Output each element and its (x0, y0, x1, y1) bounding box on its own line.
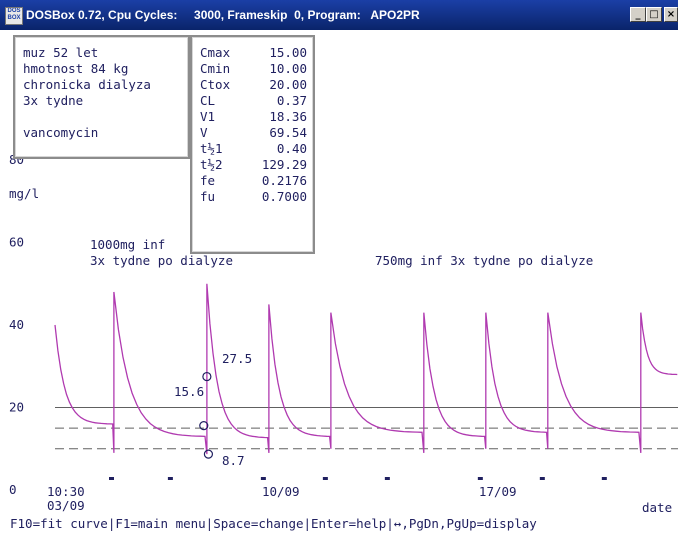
minimize-button[interactable]: _ (630, 7, 646, 22)
param-name: V1 (200, 109, 216, 124)
param-value: 129.29 (261, 157, 307, 172)
window-title: DOSBox 0.72, Cpu Cycles: 3000, Frameskip… (26, 8, 420, 22)
status-bar: F10=fit curve|F1=main menu|Space=change|… (10, 516, 537, 531)
param-name: Cmax (200, 45, 231, 60)
param-row: fe 0.2176 (200, 173, 307, 189)
dose-tick-2 (260, 477, 266, 480)
param-row: t½2 129.29 (200, 157, 307, 173)
marked-point-1 (199, 421, 209, 431)
param-value: 0.7000 (261, 189, 307, 204)
param-name: Cmin (200, 61, 231, 76)
param-value: 0.37 (276, 93, 307, 108)
patient-line: hmotnost 84 kg (23, 61, 129, 76)
y-tick-label-0: 0 (9, 482, 17, 497)
param-value: 20.00 (269, 77, 307, 92)
param-row: fu 0.7000 (200, 189, 307, 205)
y-axis-label: mg/l (9, 186, 39, 201)
dose-annotation-1b: 3x tydne po dialyze (90, 253, 233, 268)
param-value: 0.40 (276, 141, 307, 156)
marker-label-trough: 8.7 (222, 453, 245, 468)
marked-point-2 (203, 449, 214, 459)
patient-line: 3x tydne (23, 93, 84, 108)
y-tick-label-60: 60 (9, 235, 24, 250)
dos-screen[interactable]: 0 20 40 60 80 mg/l 10:30 03/09 10/09 17/09 date 10… (0, 30, 678, 533)
param-value: 0.2176 (261, 173, 307, 188)
y-tick-label-20: 20 (9, 400, 24, 415)
dose-tick-6 (539, 477, 545, 480)
param-row: V1 18.36 (200, 109, 307, 125)
marked-point-0 (202, 371, 212, 382)
dose-tick-5 (477, 477, 483, 480)
param-value: 18.36 (269, 109, 307, 124)
dose-annotation-1: 1000mg inf (90, 237, 166, 252)
title-bar[interactable]: DOS BOX DOSBox 0.72, Cpu Cycles: 3000, Fr… (0, 0, 678, 30)
patient-line: chronicka dialyza (23, 77, 151, 92)
dose-tick-1 (167, 477, 173, 480)
param-row: Cmax 15.00 (200, 45, 307, 61)
param-row: CL 0.37 (200, 93, 307, 109)
marker-label-peak: 27.5 (222, 351, 253, 366)
dose-annotation-2: 750mg inf 3x tydne po dialyze (375, 253, 594, 268)
param-row: V 69.54 (200, 125, 307, 141)
patient-line (23, 109, 188, 125)
param-name: fe (200, 173, 216, 188)
param-name: t½1 (200, 141, 223, 156)
maximize-button[interactable]: □ (646, 7, 662, 22)
param-row: Cmin 10.00 (200, 61, 307, 77)
dose-tick-0 (109, 477, 114, 480)
x-tick-sublabel-0: 03/09 (47, 498, 85, 513)
drug-name: vancomycin (23, 125, 99, 140)
param-name: fu (200, 189, 216, 204)
dose-tick-7 (601, 477, 607, 480)
x-axis-label: date (642, 500, 672, 515)
param-name: t½2 (200, 157, 223, 172)
param-name: Ctox (200, 77, 231, 92)
y-tick-label-40: 40 (9, 317, 24, 332)
patient-line: muz 52 let (23, 45, 99, 60)
dosbox-icon[interactable]: DOS BOX (5, 7, 23, 25)
x-tick-label-1: 10/09 (262, 484, 300, 499)
concentration-curve (54, 283, 678, 455)
param-value: 69.54 (269, 125, 307, 140)
marker-label-mid: 15.6 (174, 384, 205, 399)
dose-tick-4 (384, 477, 390, 480)
dose-tick-3 (322, 477, 328, 480)
close-button[interactable]: × (664, 7, 678, 22)
x-tick-label-2: 17/09 (479, 484, 517, 499)
x-tick-label-0: 10:30 (47, 484, 85, 499)
patient-info-panel: muz 52 let hmotnost 84 kg chronicka dial… (13, 35, 190, 159)
param-value: 15.00 (269, 45, 307, 60)
param-name: CL (200, 93, 216, 108)
param-value: 10.00 (269, 61, 307, 76)
param-row: t½1 0.40 (200, 141, 307, 157)
param-row: Ctox 20.00 (200, 77, 307, 93)
param-name: V (200, 125, 208, 140)
pk-parameters-panel: Cmax 15.00 Cmin 10.00 Ctox 20.00 CL 0.37 V1 1… (190, 35, 315, 254)
